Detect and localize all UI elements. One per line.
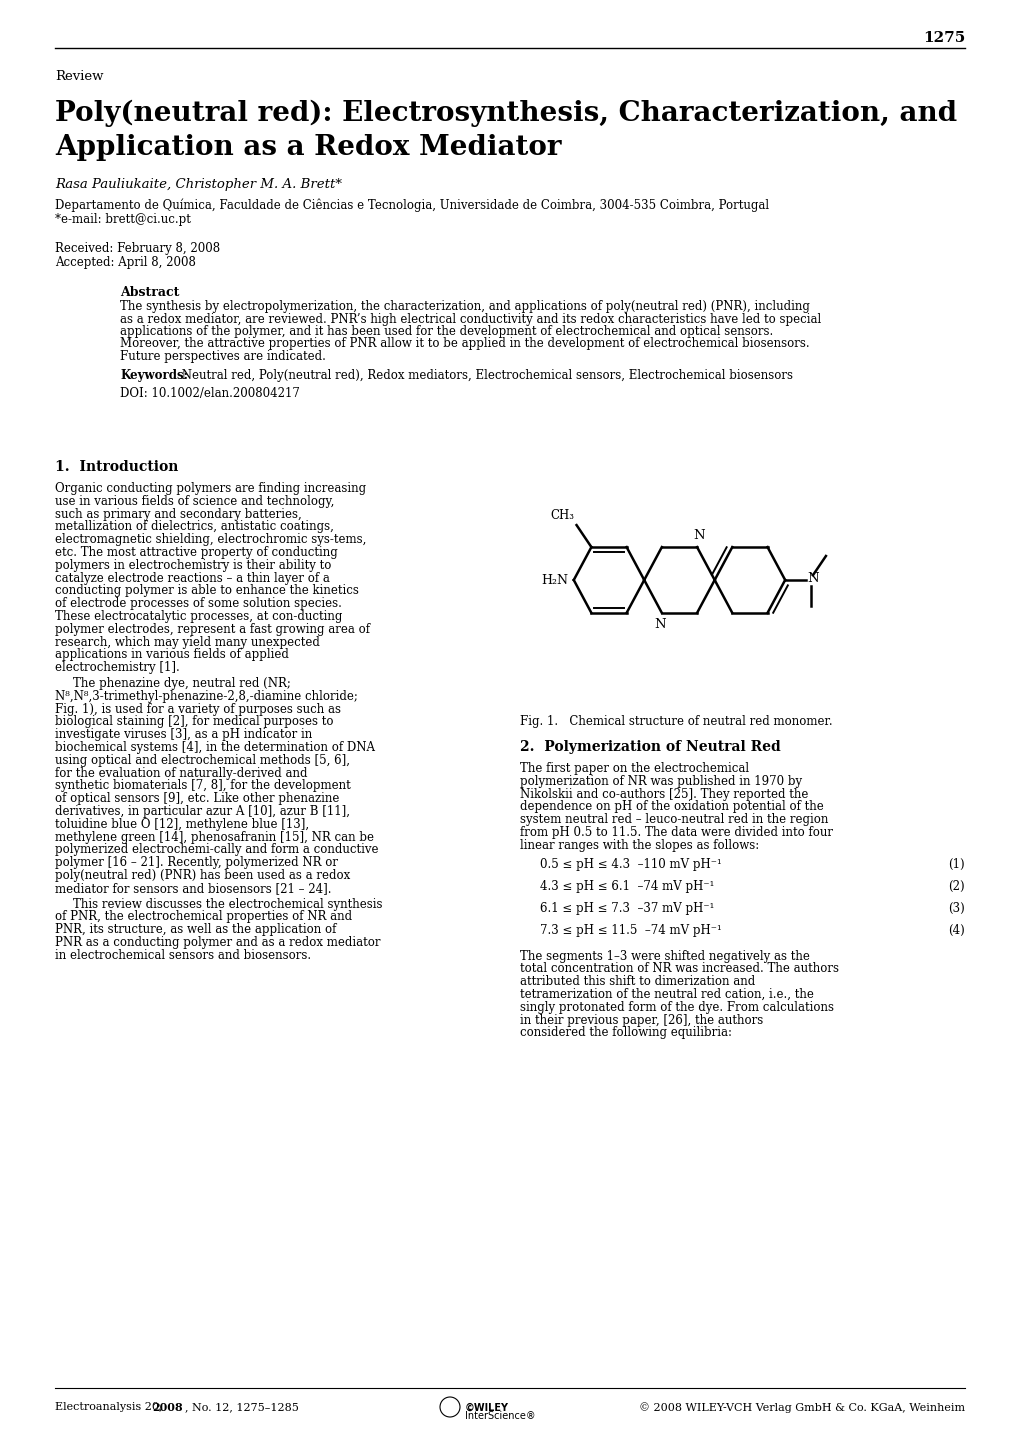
Text: singly protonated form of the dye. From calculations: singly protonated form of the dye. From … [520, 1001, 834, 1014]
Text: electrochemistry [1].: electrochemistry [1]. [55, 661, 179, 674]
Text: N: N [693, 530, 704, 543]
Text: using optical and electrochemical methods [5, 6],: using optical and electrochemical method… [55, 753, 350, 766]
Text: applications of the polymer, and it has been used for the development of electro: applications of the polymer, and it has … [120, 325, 772, 338]
Text: Accepted: April 8, 2008: Accepted: April 8, 2008 [55, 255, 196, 268]
Text: 1275: 1275 [922, 30, 964, 45]
Text: Rasa Pauliukaite, Christopher M. A. Brett*: Rasa Pauliukaite, Christopher M. A. Bret… [55, 177, 341, 190]
Text: InterScience®: InterScience® [465, 1411, 535, 1421]
Text: investigate viruses [3], as a pH indicator in: investigate viruses [3], as a pH indicat… [55, 729, 312, 742]
Text: polymerized electrochemi-cally and form a conductive: polymerized electrochemi-cally and form … [55, 843, 378, 856]
Text: 1.  Introduction: 1. Introduction [55, 460, 178, 473]
Text: conducting polymer is able to enhance the kinetics: conducting polymer is able to enhance th… [55, 584, 359, 597]
Text: derivatives, in particular azur A [10], azur B [11],: derivatives, in particular azur A [10], … [55, 805, 350, 818]
Text: of optical sensors [9], etc. Like other phenazine: of optical sensors [9], etc. Like other … [55, 792, 339, 805]
Text: as a redox mediator, are reviewed. PNR’s high electrical conductivity and its re: as a redox mediator, are reviewed. PNR’s… [120, 313, 820, 326]
Text: Application as a Redox Mediator: Application as a Redox Mediator [55, 134, 560, 162]
Text: considered the following equilibria:: considered the following equilibria: [520, 1026, 732, 1039]
Text: polymerization of NR was published in 1970 by: polymerization of NR was published in 19… [520, 775, 801, 788]
Text: Neutral red, Poly(neutral red), Redox mediators, Electrochemical sensors, Electr: Neutral red, Poly(neutral red), Redox me… [178, 368, 792, 381]
Text: polymers in electrochemistry is their ability to: polymers in electrochemistry is their ab… [55, 558, 331, 571]
Text: dependence on pH of the oxidation potential of the: dependence on pH of the oxidation potent… [520, 801, 823, 814]
Text: The synthesis by electropolymerization, the characterization, and applications o: The synthesis by electropolymerization, … [120, 300, 809, 313]
Text: These electrocatalytic processes, at con-ducting: These electrocatalytic processes, at con… [55, 610, 342, 623]
Text: system neutral red – leuco-neutral red in the region: system neutral red – leuco-neutral red i… [520, 814, 827, 827]
Text: Poly(neutral red): Electrosynthesis, Characterization, and: Poly(neutral red): Electrosynthesis, Cha… [55, 100, 956, 127]
Text: Abstract: Abstract [120, 286, 179, 299]
Text: research, which may yield many unexpected: research, which may yield many unexpecte… [55, 635, 320, 648]
Text: from pH 0.5 to 11.5. The data were divided into four: from pH 0.5 to 11.5. The data were divid… [520, 825, 833, 838]
Text: H₂N: H₂N [541, 573, 568, 586]
Text: Nikolskii and co-authors [25]. They reported the: Nikolskii and co-authors [25]. They repo… [520, 788, 808, 801]
Text: The segments 1–3 were shifted negatively as the: The segments 1–3 were shifted negatively… [520, 949, 809, 962]
Text: (3): (3) [948, 902, 964, 915]
Text: 2.  Polymerization of Neutral Red: 2. Polymerization of Neutral Red [520, 740, 780, 755]
Text: biochemical systems [4], in the determination of DNA: biochemical systems [4], in the determin… [55, 742, 375, 755]
Text: N: N [653, 618, 665, 631]
Text: CH₃: CH₃ [550, 509, 574, 522]
Text: Keywords:: Keywords: [120, 368, 187, 381]
Text: of PNR, the electrochemical properties of NR and: of PNR, the electrochemical properties o… [55, 911, 352, 924]
Text: metallization of dielectrics, antistatic coatings,: metallization of dielectrics, antistatic… [55, 521, 333, 534]
Text: N: N [807, 571, 818, 584]
Text: Fig. 1), is used for a variety of purposes such as: Fig. 1), is used for a variety of purpos… [55, 703, 340, 716]
Text: Departamento de Química, Faculdade de Ciências e Tecnologia, Universidade de Coi: Departamento de Química, Faculdade de Ci… [55, 198, 768, 212]
Text: polymer [16 – 21]. Recently, polymerized NR or: polymer [16 – 21]. Recently, polymerized… [55, 856, 337, 869]
Text: biological staining [2], for medical purposes to: biological staining [2], for medical pur… [55, 716, 333, 729]
Text: polymer electrodes, represent a fast growing area of: polymer electrodes, represent a fast gro… [55, 623, 370, 636]
Text: , No. 12, 1275–1285: , No. 12, 1275–1285 [184, 1403, 299, 1413]
Text: in their previous paper, [26], the authors: in their previous paper, [26], the autho… [520, 1013, 762, 1026]
Text: total concentration of NR was increased. The authors: total concentration of NR was increased.… [520, 962, 839, 975]
Text: tetramerization of the neutral red cation, i.e., the: tetramerization of the neutral red catio… [520, 988, 813, 1001]
Text: in electrochemical sensors and biosensors.: in electrochemical sensors and biosensor… [55, 949, 311, 962]
Text: poly(neutral red) (PNR) has been used as a redox: poly(neutral red) (PNR) has been used as… [55, 869, 350, 882]
Text: © 2008 WILEY-VCH Verlag GmbH & Co. KGaA, Weinheim: © 2008 WILEY-VCH Verlag GmbH & Co. KGaA,… [638, 1403, 964, 1413]
Text: methylene green [14], phenosafranin [15], NR can be: methylene green [14], phenosafranin [15]… [55, 831, 374, 844]
Text: The phenazine dye, neutral red (NR;: The phenazine dye, neutral red (NR; [73, 677, 290, 690]
Text: *e-mail: brett@ci.uc.pt: *e-mail: brett@ci.uc.pt [55, 214, 191, 227]
Text: synthetic biomaterials [7, 8], for the development: synthetic biomaterials [7, 8], for the d… [55, 779, 351, 792]
Text: (4): (4) [948, 924, 964, 937]
Text: toluidine blue O [12], methylene blue [13],: toluidine blue O [12], methylene blue [1… [55, 818, 309, 831]
Text: 0.5 ≤ pH ≤ 4.3  –110 mV pH⁻¹: 0.5 ≤ pH ≤ 4.3 –110 mV pH⁻¹ [539, 857, 721, 870]
Text: applications in various fields of applied: applications in various fields of applie… [55, 648, 288, 661]
Text: (1): (1) [948, 857, 964, 870]
Text: PNR as a conducting polymer and as a redox mediator: PNR as a conducting polymer and as a red… [55, 937, 380, 949]
Text: Review: Review [55, 71, 103, 84]
Text: 2008: 2008 [152, 1403, 182, 1413]
Text: 7.3 ≤ pH ≤ 11.5  –74 mV pH⁻¹: 7.3 ≤ pH ≤ 11.5 –74 mV pH⁻¹ [539, 924, 721, 937]
Text: This review discusses the electrochemical synthesis: This review discusses the electrochemica… [73, 898, 382, 911]
Text: mediator for sensors and biosensors [21 – 24].: mediator for sensors and biosensors [21 … [55, 882, 331, 895]
Text: electromagnetic shielding, electrochromic sys-tems,: electromagnetic shielding, electrochromi… [55, 534, 366, 547]
Text: N⁸,N⁸,3-trimethyl-phenazine-2,8,-diamine chloride;: N⁸,N⁸,3-trimethyl-phenazine-2,8,-diamine… [55, 690, 358, 703]
Text: (2): (2) [948, 880, 964, 893]
Text: etc. The most attractive property of conducting: etc. The most attractive property of con… [55, 545, 337, 558]
Text: attributed this shift to dimerization and: attributed this shift to dimerization an… [520, 975, 754, 988]
Text: Fig. 1.   Chemical structure of neutral red monomer.: Fig. 1. Chemical structure of neutral re… [520, 714, 832, 729]
Text: Organic conducting polymers are finding increasing: Organic conducting polymers are finding … [55, 482, 366, 495]
Text: Future perspectives are indicated.: Future perspectives are indicated. [120, 351, 325, 364]
Text: such as primary and secondary batteries,: such as primary and secondary batteries, [55, 508, 302, 521]
Text: linear ranges with the slopes as follows:: linear ranges with the slopes as follows… [520, 838, 758, 851]
Text: 4.3 ≤ pH ≤ 6.1  –74 mV pH⁻¹: 4.3 ≤ pH ≤ 6.1 –74 mV pH⁻¹ [539, 880, 713, 893]
Text: Received: February 8, 2008: Received: February 8, 2008 [55, 242, 220, 255]
Text: DOI: 10.1002/elan.200804217: DOI: 10.1002/elan.200804217 [120, 387, 300, 400]
Text: 6.1 ≤ pH ≤ 7.3  –37 mV pH⁻¹: 6.1 ≤ pH ≤ 7.3 –37 mV pH⁻¹ [539, 902, 713, 915]
Text: Moreover, the attractive properties of PNR allow it to be applied in the develop: Moreover, the attractive properties of P… [120, 338, 809, 351]
Text: use in various fields of science and technology,: use in various fields of science and tec… [55, 495, 334, 508]
Text: Electroanalysis 20,: Electroanalysis 20, [55, 1403, 166, 1413]
Text: The first paper on the electrochemical: The first paper on the electrochemical [520, 762, 748, 775]
Text: of electrode processes of some solution species.: of electrode processes of some solution … [55, 597, 341, 610]
Text: catalyze electrode reactions – a thin layer of a: catalyze electrode reactions – a thin la… [55, 571, 329, 584]
Text: ©WILEY: ©WILEY [465, 1403, 508, 1413]
Text: PNR, its structure, as well as the application of: PNR, its structure, as well as the appli… [55, 924, 336, 937]
Text: for the evaluation of naturally-derived and: for the evaluation of naturally-derived … [55, 766, 307, 779]
